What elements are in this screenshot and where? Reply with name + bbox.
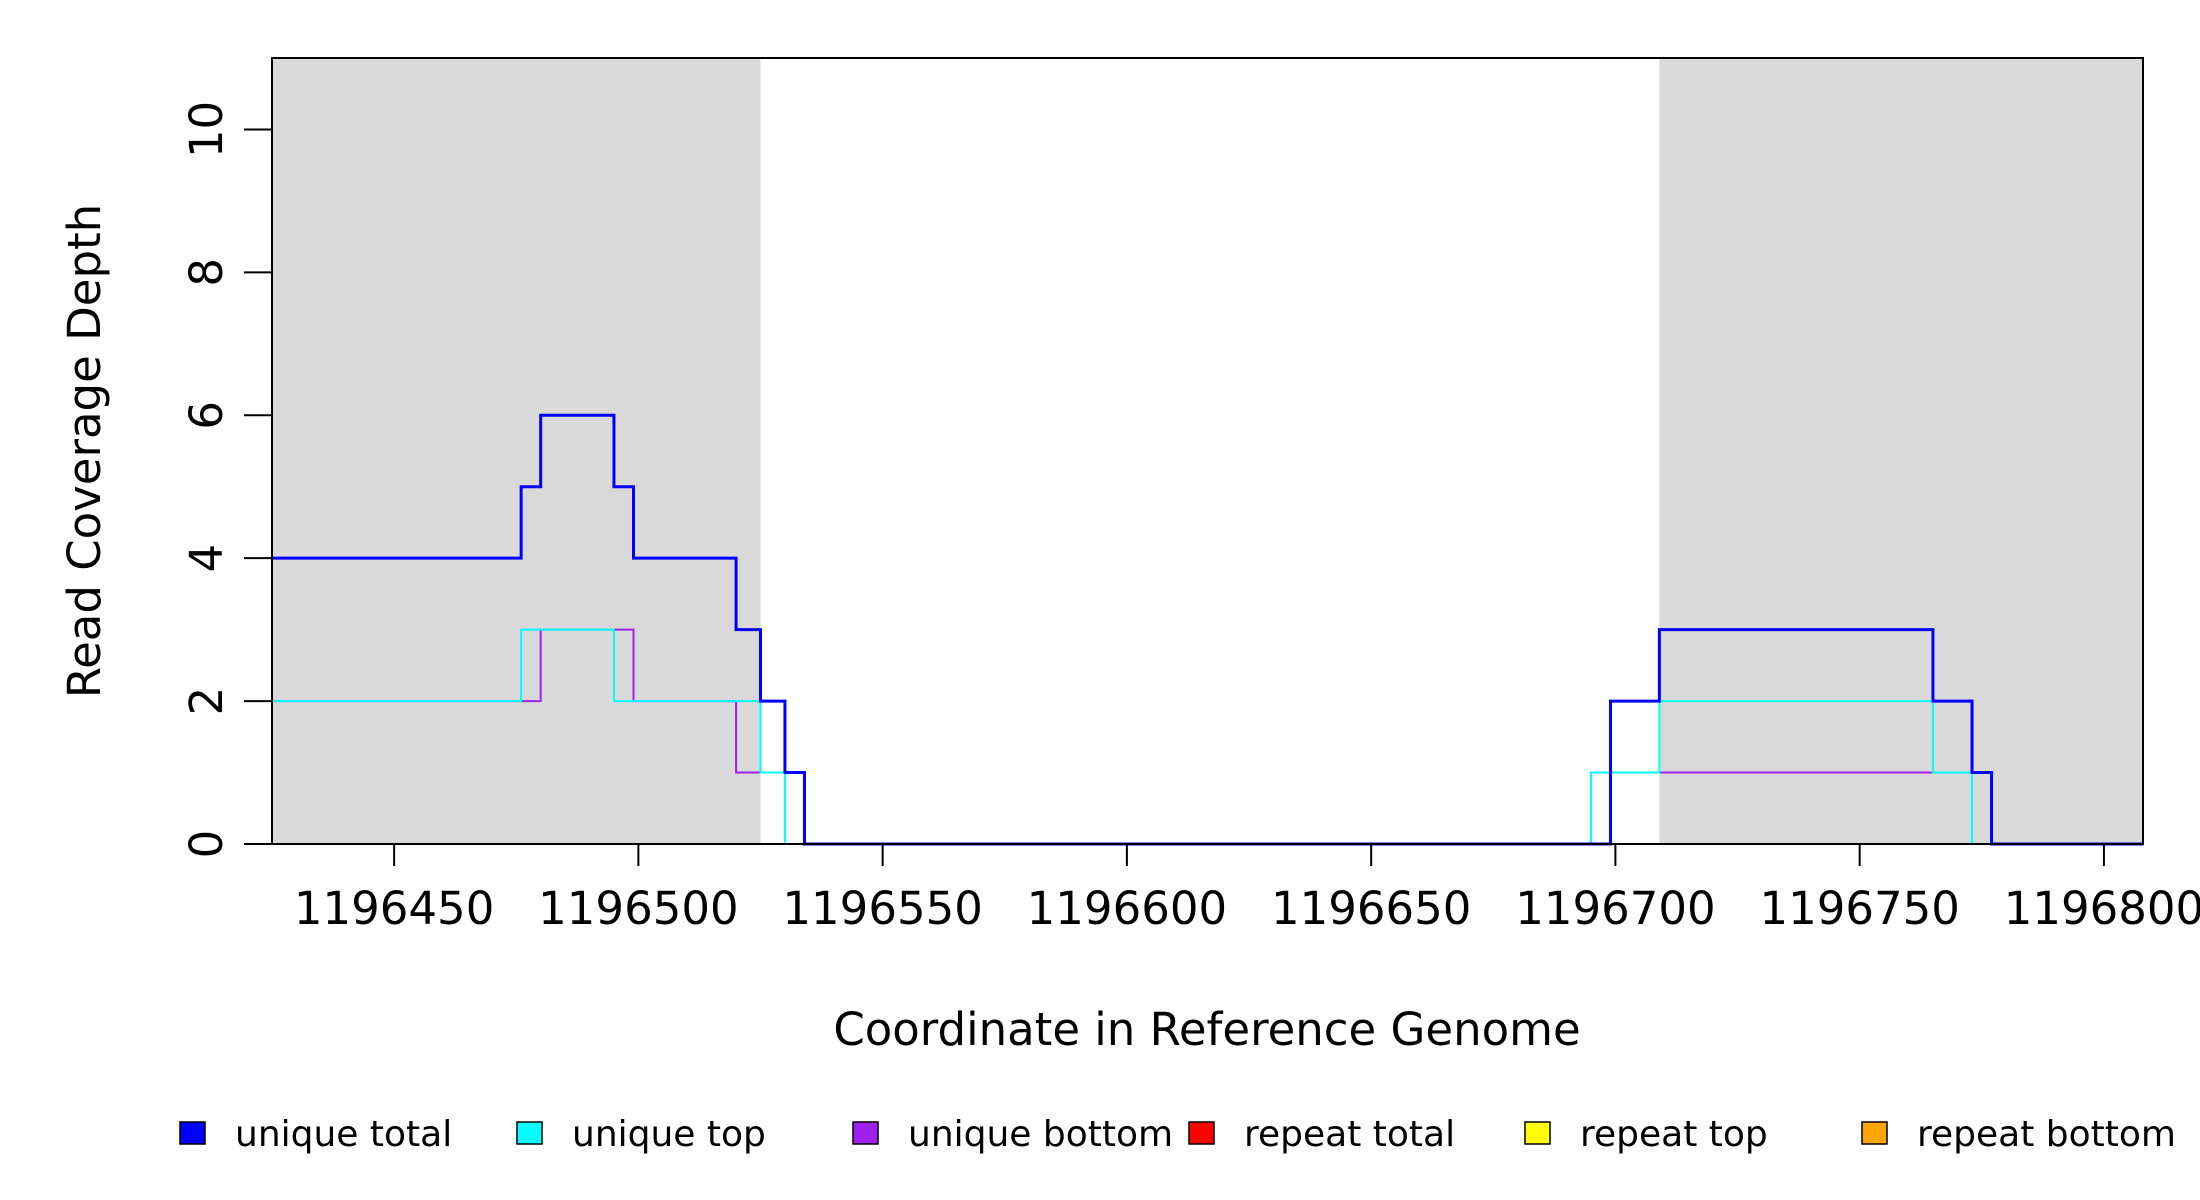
legend-item-unique-top: unique top: [516, 1114, 766, 1155]
legend-swatch: [1861, 1121, 1888, 1145]
shaded-region-2: [1659, 58, 2143, 844]
x-axis-title: Coordinate in Reference Genome: [833, 1003, 1580, 1056]
x-tick-label: 1196750: [1759, 882, 1959, 935]
legend-label: repeat total: [1244, 1114, 1455, 1155]
legend-label: repeat top: [1580, 1114, 1768, 1155]
y-tick-label: 10: [180, 101, 233, 158]
y-axis-title: Read Coverage Depth: [58, 204, 111, 698]
legend-item-unique-total: unique total: [179, 1114, 452, 1155]
x-tick-label: 1196550: [782, 882, 982, 935]
x-tick-label: 1196450: [294, 882, 494, 935]
y-axis: 0 2 4 6 8 10: [180, 101, 272, 858]
legend-label: unique top: [572, 1114, 766, 1155]
series-line-unique-total: [272, 413, 2143, 846]
x-tick-label: 1196500: [538, 882, 738, 935]
legend-label: repeat bottom: [1917, 1114, 2176, 1155]
x-axis: 1196450 1196500 1196550 1196600 1196650 11967…: [294, 844, 2200, 935]
x-tick-label: 1196700: [1515, 882, 1715, 935]
y-tick-label: 6: [180, 401, 233, 430]
x-tick-label: 1196800: [2004, 882, 2200, 935]
y-tick-label: 0: [180, 830, 233, 859]
x-tick-label: 1196600: [1027, 882, 1227, 935]
y-tick-label: 4: [180, 544, 233, 573]
legend-swatch: [1188, 1121, 1215, 1145]
legend-swatch: [1524, 1121, 1551, 1145]
legend-swatch: [516, 1121, 543, 1145]
legend-item-unique-bottom: unique bottom: [852, 1114, 1173, 1155]
legend-swatch: [179, 1121, 206, 1145]
legend-swatch: [852, 1121, 879, 1145]
legend-label: unique total: [235, 1114, 452, 1155]
y-tick-label: 8: [180, 258, 233, 287]
plot-border: [271, 57, 2144, 845]
y-tick-label: 2: [180, 687, 233, 716]
shaded-regions: [272, 58, 2143, 844]
x-tick-label: 1196650: [1271, 882, 1471, 935]
legend-item-repeat-total: repeat total: [1188, 1114, 1455, 1155]
legend: unique total unique top unique bottom repea…: [179, 1114, 2176, 1155]
shaded-region-1: [272, 58, 761, 844]
legend-item-repeat-bottom: repeat bottom: [1861, 1114, 2176, 1155]
legend-label: unique bottom: [908, 1114, 1173, 1155]
legend-item-repeat-top: repeat top: [1524, 1114, 1768, 1155]
